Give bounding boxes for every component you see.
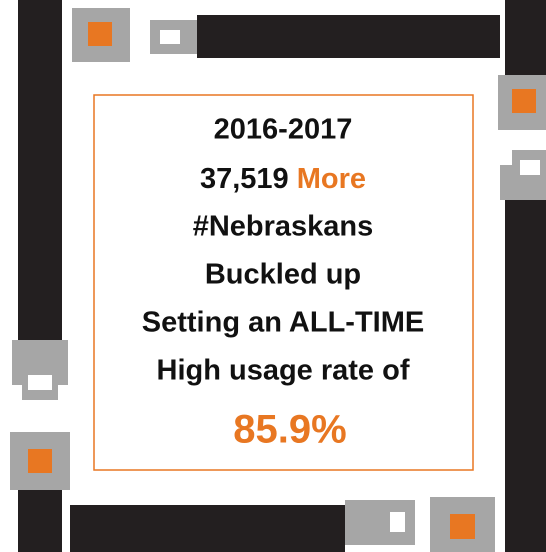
strap xyxy=(18,490,62,552)
buckle-tongue xyxy=(150,20,197,54)
strap xyxy=(70,505,345,552)
buckle-button xyxy=(88,22,112,46)
buckle-button xyxy=(450,514,475,539)
page: 2016-2017 37,519 More #Nebraskans Buckle… xyxy=(0,0,546,552)
count: 37,519 xyxy=(200,163,289,195)
count-line: 37,519 More xyxy=(200,163,366,195)
buckle-button xyxy=(28,449,52,473)
years: 2016-2017 xyxy=(214,114,353,146)
buckle-button xyxy=(512,89,536,113)
buckle-tongue xyxy=(500,150,546,200)
strap xyxy=(18,0,62,340)
infographic: 2016-2017 37,519 More #Nebraskans Buckle… xyxy=(0,0,546,552)
count-word: More xyxy=(297,163,366,195)
strap xyxy=(197,15,500,58)
message-line: High usage rate of xyxy=(157,355,410,387)
usage-rate: 85.9% xyxy=(233,408,346,452)
message-line: Setting an ALL-TIME xyxy=(142,307,424,339)
buckle-tongue xyxy=(12,340,68,400)
message-line: Buckled up xyxy=(205,259,361,291)
strap xyxy=(505,200,546,552)
strap xyxy=(505,0,546,75)
buckle-tongue xyxy=(345,500,415,545)
message-line: #Nebraskans xyxy=(193,211,374,243)
